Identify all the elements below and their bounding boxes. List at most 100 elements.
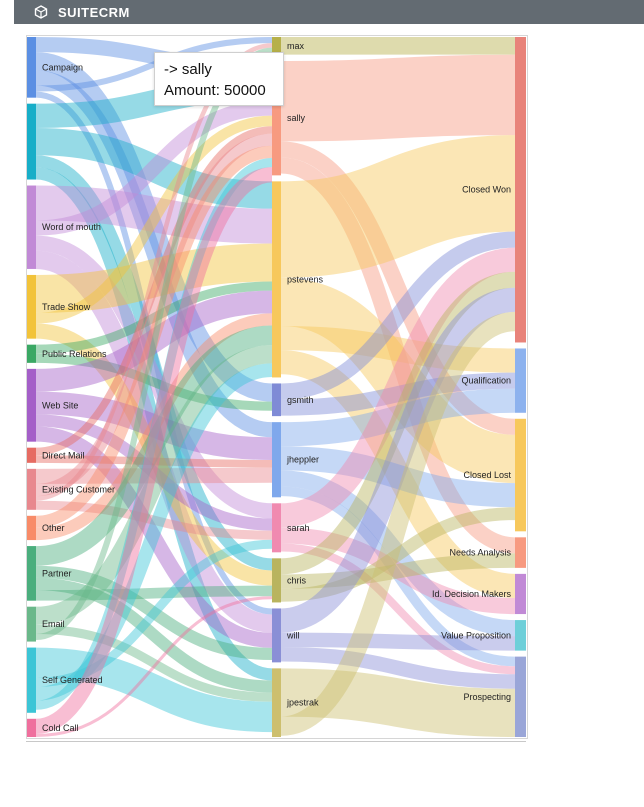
sankey-link[interactable] [35, 325, 273, 566]
sankey-link[interactable] [280, 141, 516, 435]
sankey-node[interactable] [272, 60, 281, 176]
sankey-node[interactable] [27, 368, 36, 442]
sankey-link[interactable] [35, 565, 273, 661]
node-label: Qualification [461, 376, 511, 386]
sankey-link[interactable] [35, 155, 273, 571]
sankey-link[interactable] [35, 145, 273, 528]
sankey-link[interactable] [280, 668, 516, 738]
sankey-node[interactable] [515, 620, 526, 651]
sankey-link[interactable] [280, 326, 516, 373]
suitecrm-cube-icon[interactable] [34, 5, 48, 19]
sankey-node[interactable] [27, 37, 36, 98]
sankey-node[interactable] [272, 383, 281, 417]
sankey-link[interactable] [279, 277, 517, 484]
sankey-link[interactable] [35, 133, 273, 497]
sankey-link[interactable] [35, 243, 273, 313]
sankey-link[interactable] [280, 632, 516, 651]
sankey-node[interactable] [27, 103, 36, 180]
sankey-link[interactable] [35, 585, 273, 601]
sankey-node[interactable] [272, 608, 281, 663]
sankey-node[interactable] [27, 447, 36, 463]
node-label: jpestrak [286, 698, 319, 708]
sankey-link[interactable] [279, 287, 517, 633]
sankey-link[interactable] [280, 271, 516, 575]
sankey-link[interactable] [280, 54, 516, 142]
sankey-link[interactable] [35, 539, 273, 688]
sankey-node[interactable] [27, 468, 36, 510]
sankey-node[interactable] [272, 181, 281, 378]
sankey-link[interactable] [35, 185, 273, 244]
sankey-node[interactable] [272, 558, 281, 603]
sankey-node[interactable] [272, 503, 281, 553]
sankey-link[interactable] [35, 52, 273, 402]
sankey-link[interactable] [35, 467, 273, 485]
sankey-link[interactable] [280, 507, 516, 602]
sankey-link[interactable] [280, 527, 516, 615]
app-brand-title[interactable]: SUITECRM [58, 4, 130, 20]
sankey-link[interactable] [35, 455, 273, 468]
sankey-link[interactable] [35, 158, 273, 710]
sankey-link[interactable] [280, 470, 516, 637]
sankey-node[interactable] [272, 422, 281, 498]
sankey-link[interactable] [35, 91, 273, 615]
sankey-node[interactable] [27, 606, 36, 642]
sankey-link[interactable] [35, 167, 273, 681]
sankey-link[interactable] [280, 350, 516, 598]
sankey-node[interactable] [27, 515, 36, 541]
sankey-link[interactable] [280, 135, 516, 278]
sankey-link[interactable] [35, 290, 273, 392]
sankey-node[interactable] [27, 718, 36, 737]
sankey-link[interactable] [35, 391, 273, 461]
sankey-node[interactable] [515, 37, 526, 343]
sankey-node[interactable] [27, 344, 36, 363]
sankey-link[interactable] [280, 247, 516, 528]
sankey-link[interactable] [35, 281, 273, 354]
sankey-node[interactable] [27, 546, 36, 601]
sankey-link[interactable] [35, 323, 273, 586]
sankey-node[interactable] [515, 348, 526, 413]
sankey-link[interactable] [35, 126, 273, 456]
sankey-link[interactable] [35, 363, 273, 701]
sankey-link[interactable] [280, 157, 516, 554]
sankey-link[interactable] [35, 414, 273, 531]
sankey-link[interactable] [35, 345, 273, 625]
sankey-link[interactable] [35, 313, 273, 541]
sankey-link[interactable] [35, 577, 273, 693]
sankey-node[interactable] [27, 185, 36, 269]
sankey-node[interactable] [515, 656, 526, 737]
sankey-link[interactable] [35, 647, 273, 733]
sankey-node[interactable] [515, 418, 526, 532]
sankey-link[interactable] [280, 553, 516, 589]
sankey-link[interactable] [35, 353, 273, 411]
sankey-link[interactable] [35, 596, 273, 737]
sankey-link[interactable] [35, 115, 273, 324]
sankey-node[interactable] [272, 668, 281, 737]
sankey-link[interactable] [280, 231, 516, 400]
sankey-link[interactable] [35, 624, 273, 702]
node-label: pstevens [287, 274, 324, 284]
sankey-link[interactable] [280, 388, 516, 447]
chart-panel: Campaign Word of mouth Trade Show Public Re… [26, 35, 528, 739]
sankey-link[interactable] [35, 426, 273, 648]
sankey-node[interactable] [515, 573, 526, 615]
sankey-link[interactable] [280, 446, 516, 508]
sankey-node[interactable] [27, 647, 36, 713]
sankey-link[interactable] [35, 127, 273, 209]
node-label: Needs Analysis [449, 548, 511, 558]
sankey-link[interactable] [35, 70, 273, 438]
node-label: Self Generated [42, 675, 103, 685]
sankey-node[interactable] [515, 537, 526, 568]
sankey-link[interactable] [280, 372, 516, 416]
sankey-link[interactable] [35, 500, 273, 540]
sankey-link[interactable] [280, 647, 516, 689]
sankey-link[interactable] [280, 543, 516, 675]
sankey-link[interactable] [280, 311, 516, 736]
sankey-link[interactable] [35, 100, 273, 236]
sankey-link[interactable] [35, 235, 273, 519]
sankey-link[interactable] [35, 167, 273, 734]
node-label: Web Site [42, 400, 78, 410]
sankey-link[interactable] [280, 486, 516, 667]
sankey-node[interactable] [27, 274, 36, 339]
sankey-link[interactable] [35, 250, 273, 633]
sankey-node[interactable] [272, 37, 281, 55]
